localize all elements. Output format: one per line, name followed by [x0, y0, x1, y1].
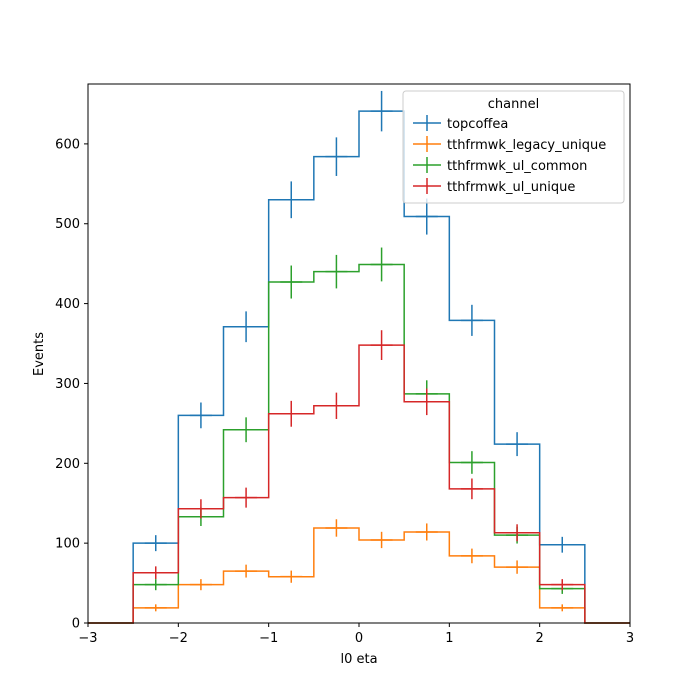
y-tick-label-4: 400: [55, 297, 80, 312]
x-tick-label-3: 0: [355, 631, 363, 646]
x-tick-label-6: 3: [626, 631, 634, 646]
x-tick-label-2: −1: [259, 631, 278, 646]
legend-title: channel: [488, 97, 539, 112]
x-tick-label-0: −3: [78, 631, 97, 646]
x-tick-label-5: 2: [536, 631, 544, 646]
y-tick-label-5: 500: [55, 217, 80, 232]
x-tick-label-1: −2: [169, 631, 188, 646]
series-layer: [88, 90, 630, 624]
axes-layer: −3 −2 −1 0 1 2 3 0 100 200 300 400 500 600: [55, 83, 634, 646]
y-tick-label-2: 200: [55, 457, 80, 472]
y-tick-label-6: 600: [55, 137, 80, 152]
y-tick-label-3: 300: [55, 377, 80, 392]
x-axis-label: l0 eta: [340, 652, 377, 667]
legend-label-1: tthfrmwk_legacy_unique: [447, 138, 606, 153]
legend: channel topcoffea tthfrmwk_legacy_uniquett…: [402, 90, 625, 204]
legend-label-0: topcoffea: [447, 117, 508, 132]
y-axis-label: Events: [32, 332, 47, 376]
y-tick-label-1: 100: [55, 537, 80, 552]
series-line-3: [88, 344, 630, 624]
y-tick-label-0: 0: [72, 617, 80, 632]
legend-label-3: tthfrmwk_ul_unique: [447, 180, 575, 195]
series-line-0: [88, 110, 630, 624]
series-3: [88, 330, 630, 624]
legend-box: [402, 90, 625, 204]
legend-label-2: tthfrmwk_ul_common: [447, 159, 587, 174]
x-tick-label-4: 1: [445, 631, 453, 646]
series-0: [88, 90, 630, 624]
